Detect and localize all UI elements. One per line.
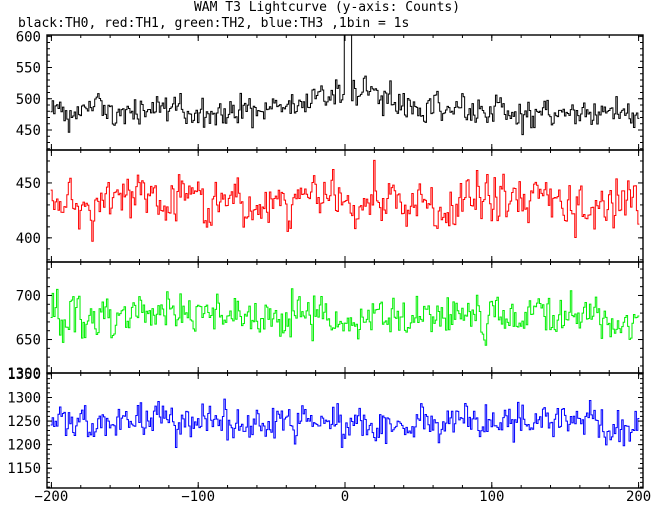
- y-tick-label-th3: 1150: [7, 461, 41, 477]
- y-tick-label-th1: 400: [16, 231, 41, 247]
- series-th1-line: [50, 159, 640, 242]
- chart-subtitle: black:TH0, red:TH1, green:TH2, blue:TH3 …: [18, 16, 410, 31]
- series-th3-line: [50, 398, 640, 448]
- y-tick-label-overlap: 1300: [7, 366, 41, 382]
- series-th0-line: [50, 35, 640, 136]
- panel-frame-th2: [46, 261, 644, 374]
- x-tick-label: 200: [626, 489, 651, 505]
- x-tick-label: 0: [341, 489, 349, 505]
- panel-frame-th0: [46, 34, 644, 151]
- x-tick-label: 100: [479, 489, 504, 505]
- y-tick-label-th3: 1200: [7, 438, 41, 454]
- x-tick-label: −200: [35, 489, 69, 505]
- x-tick-label: −100: [181, 489, 215, 505]
- panel-frame-th1: [46, 149, 644, 263]
- y-tick-label-th0: 550: [16, 61, 41, 77]
- y-tick-label-th3: 1350: [7, 367, 41, 383]
- y-tick-label-th0: 600: [16, 29, 41, 45]
- series-th2-line: [50, 288, 640, 346]
- y-tick-label-th0: 500: [16, 92, 41, 108]
- y-tick-label-th3: 1250: [7, 414, 41, 430]
- y-tick-label-th1: 450: [16, 176, 41, 192]
- panel-frame-th3: [46, 372, 644, 489]
- y-tick-label-th0: 450: [16, 123, 41, 139]
- y-tick-label-th3: 1300: [7, 391, 41, 407]
- y-tick-label-th2: 650: [16, 333, 41, 349]
- y-tick-label-th2: 700: [16, 288, 41, 304]
- chart-title: WAM T3 Lightcurve (y-axis: Counts): [193, 0, 461, 15]
